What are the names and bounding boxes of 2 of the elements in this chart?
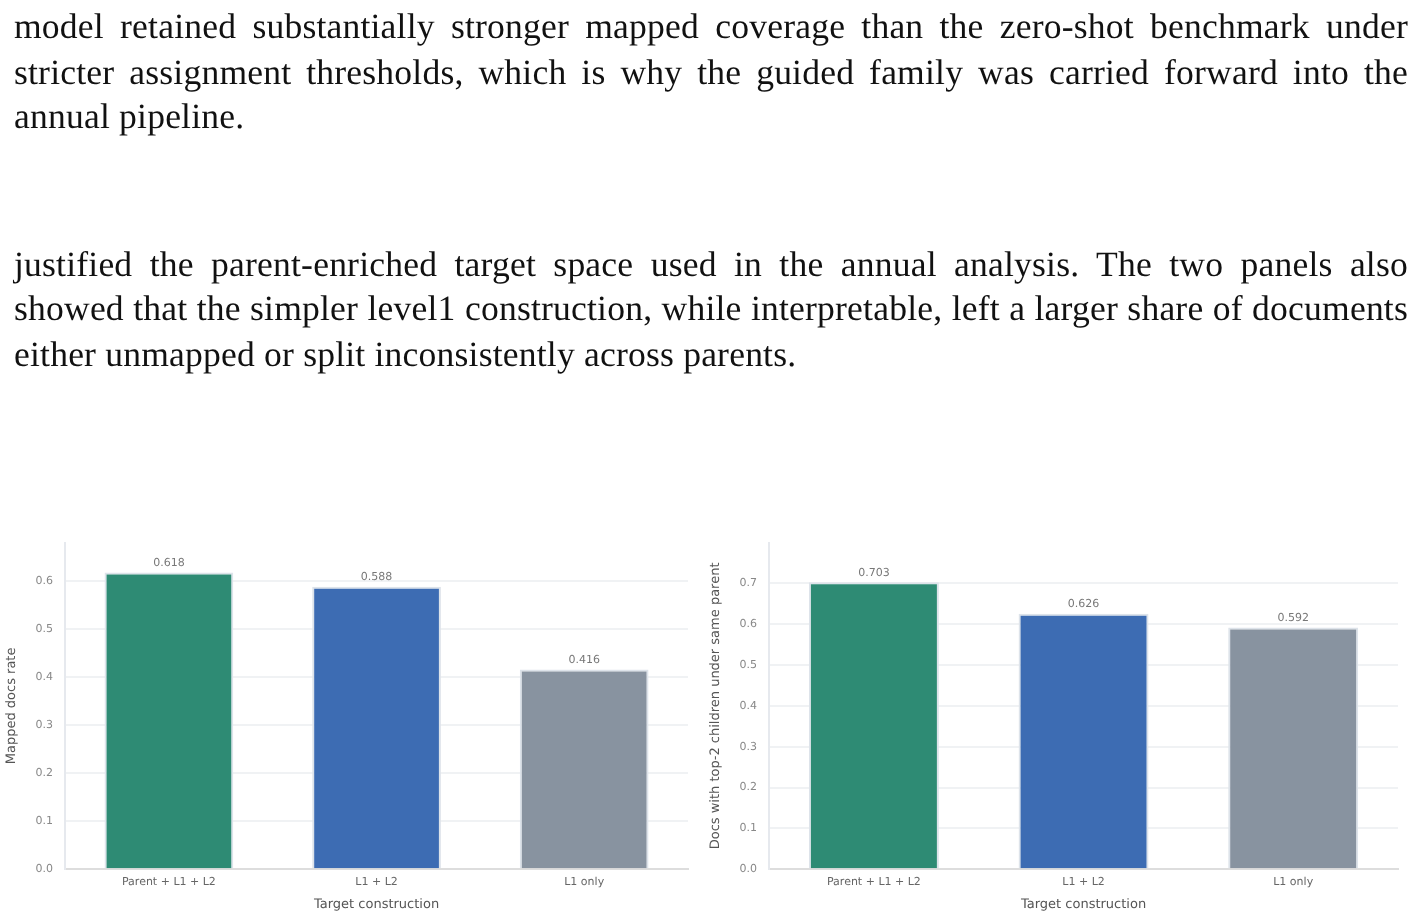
text: justified the parent-enriched target space used in the annual analysis. The two panels also showed that the simpler level1 construction, while interpretable, left a larger share of documents either unmapped or split inconsistently across parents.	[14, 241, 1408, 376]
text: model retained substantially stronger mapped coverage than the zero-shot benchmark under stricter assignment thresholds, which is why the guided family was carried forward into the annual pipeline.	[14, 4, 1408, 139]
